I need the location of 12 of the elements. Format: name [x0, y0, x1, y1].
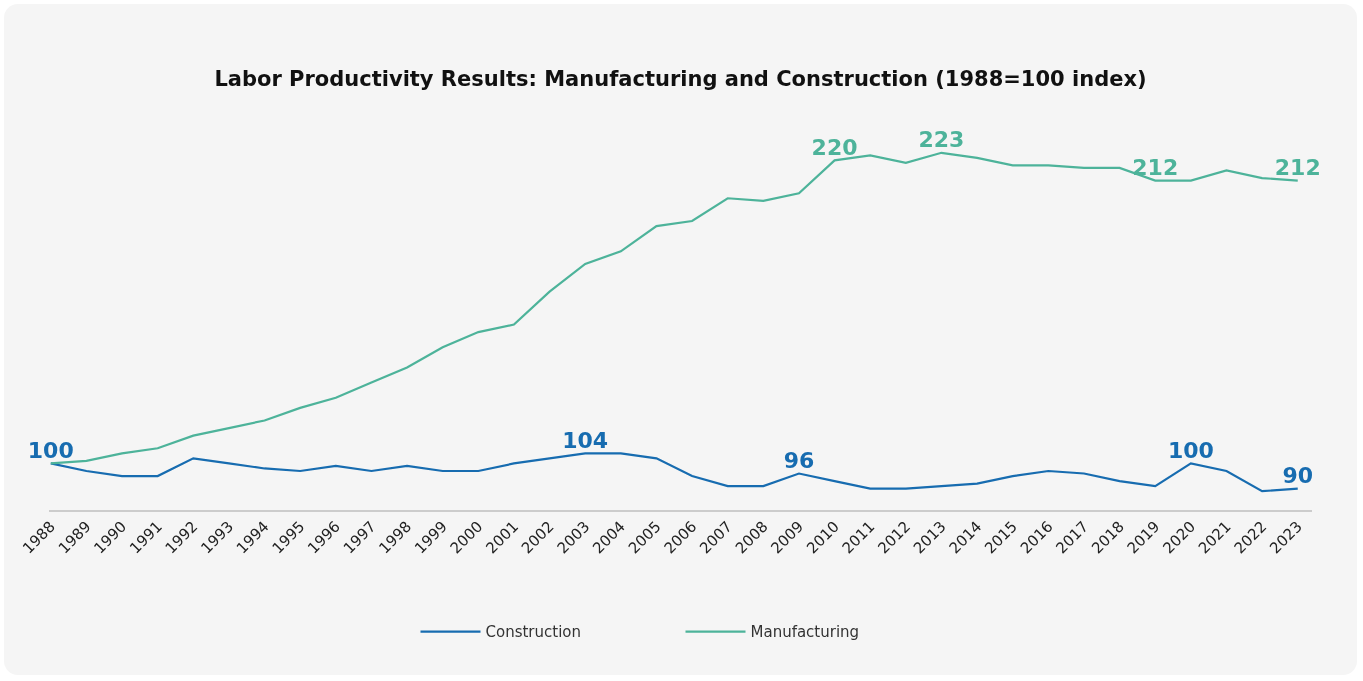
- data-label: 212: [1132, 155, 1179, 181]
- data-label: 220: [811, 134, 858, 160]
- data-label: 104: [562, 427, 609, 453]
- legend-label: Manufacturing: [750, 623, 860, 642]
- data-label: 212: [1274, 155, 1321, 181]
- legend-label: Construction: [485, 623, 582, 642]
- data-label: 90: [1282, 463, 1314, 489]
- data-label: 96: [783, 448, 815, 474]
- chart-title: Labor Productivity Results: Manufacturing and Construction (1988=100 index): [214, 66, 1147, 91]
- data-label: 100: [1167, 437, 1214, 463]
- data-label: 223: [918, 127, 965, 153]
- data-label: 100: [27, 437, 74, 463]
